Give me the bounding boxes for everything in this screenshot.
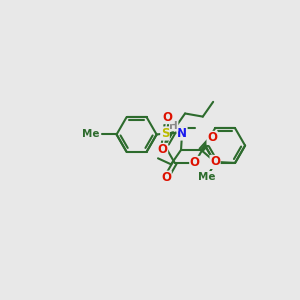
Text: O: O bbox=[210, 155, 220, 168]
Text: O: O bbox=[190, 156, 200, 170]
Text: N: N bbox=[177, 127, 187, 140]
Text: S: S bbox=[161, 127, 169, 140]
Text: O: O bbox=[158, 143, 168, 156]
Text: Me: Me bbox=[198, 172, 215, 182]
Text: H: H bbox=[169, 121, 178, 131]
Text: O: O bbox=[207, 131, 217, 144]
Text: O: O bbox=[161, 171, 171, 184]
Text: Me: Me bbox=[82, 130, 99, 140]
Text: O: O bbox=[162, 111, 172, 124]
